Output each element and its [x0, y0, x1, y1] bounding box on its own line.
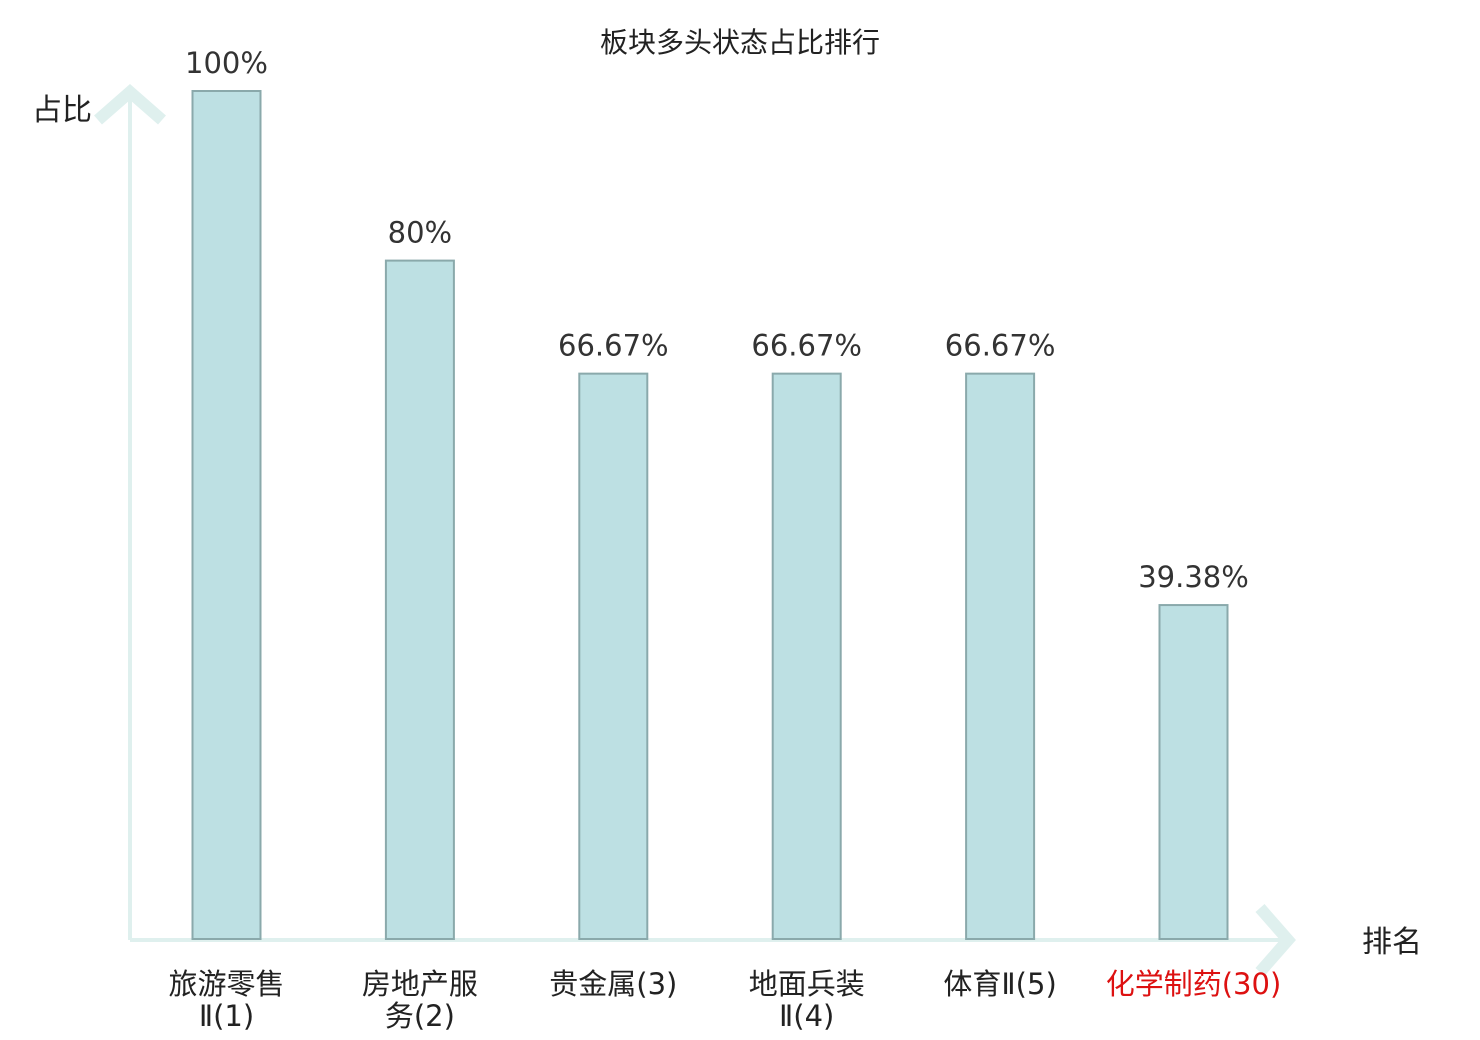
x-tick-label: 体育Ⅱ(5) [943, 967, 1056, 1001]
bar [384, 259, 455, 941]
x-axis-label: 排名 [1362, 925, 1422, 960]
chart-title: 板块多头状态占比排行 [600, 26, 880, 59]
x-tick-label: 地面兵装 [749, 967, 865, 1001]
x-tick-label: 务(2) [385, 999, 455, 1033]
bar [771, 372, 842, 940]
bar-value-label: 66.67% [751, 329, 862, 363]
bar-value-label: 80% [388, 216, 452, 250]
x-tick-label: 房地产服 [362, 967, 478, 1001]
x-tick-label: 化学制药(30) [1106, 967, 1282, 1001]
bar [965, 372, 1036, 940]
x-tick-label: Ⅱ(1) [199, 999, 254, 1033]
bar [578, 372, 649, 940]
x-tick-label: 贵金属(3) [549, 967, 677, 1001]
bar-value-label: 66.67% [945, 329, 1056, 363]
bar [191, 90, 262, 940]
x-tick-label: Ⅱ(4) [779, 999, 834, 1033]
y-axis-label: 占比 [32, 93, 92, 128]
bar [1158, 604, 1229, 941]
bar-value-label: 100% [185, 46, 268, 80]
bar-value-label: 39.38% [1138, 560, 1249, 594]
bar-value-label: 66.67% [558, 329, 669, 363]
x-tick-label: 旅游零售 [168, 967, 284, 1001]
